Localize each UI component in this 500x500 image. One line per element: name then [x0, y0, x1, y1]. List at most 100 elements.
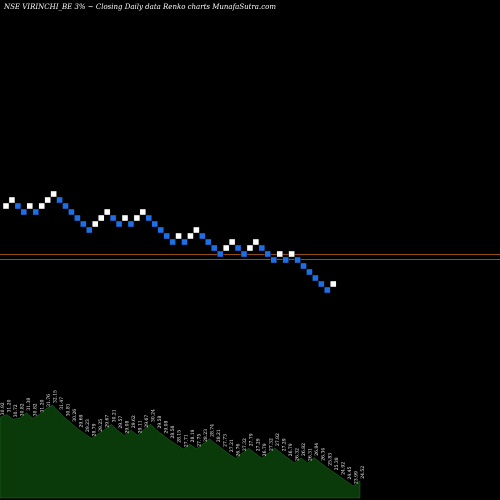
volume-label: 30.72 — [13, 404, 19, 417]
renko-brick-up — [38, 202, 45, 210]
renko-brick-down — [312, 274, 319, 282]
renko-brick-down — [264, 250, 271, 258]
renko-brick-up — [26, 202, 33, 210]
renko-brick-up — [187, 232, 194, 240]
volume-label: 29.58 — [157, 416, 163, 429]
volume-area-fill — [0, 404, 361, 499]
renko-brick-up — [121, 214, 129, 222]
renko-brick-down — [56, 196, 63, 204]
volume-label: 29.23 — [85, 419, 91, 432]
renko-brick-up — [8, 196, 16, 204]
volume-label: 30.26 — [72, 409, 78, 422]
renko-brick-down — [74, 214, 81, 222]
volume-label: 29.67 — [105, 415, 111, 428]
volume-label: 29.57 — [118, 416, 124, 429]
volume-label: 28.74 — [209, 424, 215, 437]
volume-label: 28.23 — [203, 429, 209, 442]
renko-brick-up — [193, 226, 200, 234]
renko-brick-down — [20, 208, 28, 216]
volume-label: 26.82 — [301, 443, 307, 456]
renko-brick-down — [80, 220, 87, 228]
renko-brick-down — [199, 232, 206, 240]
volume-label: 24.92 — [340, 462, 346, 475]
reference-lines — [0, 254, 500, 260]
renko-brick-down — [318, 280, 325, 288]
renko-brick-up — [276, 250, 283, 258]
volume-label: 26.79 — [262, 443, 268, 456]
volume-label: 31.38 — [26, 398, 32, 411]
volume-label: 28.79 — [92, 423, 98, 436]
renko-brick-down — [240, 250, 248, 258]
volume-label: 31.76 — [46, 394, 52, 407]
renko-brick-down — [145, 214, 153, 222]
volume-label: 30.82 — [33, 403, 39, 416]
renko-brick-down — [86, 226, 93, 234]
renko-brick-down — [127, 220, 135, 228]
volume-label: 29.11 — [137, 420, 143, 433]
volume-label: 26.84 — [314, 443, 320, 456]
volume-label: 23.99 — [353, 471, 359, 484]
volume-area: 30.92 31.20 30.72 30.82 31.38 30.82 31.20 31.76… — [0, 390, 366, 499]
renko-brick-down — [157, 226, 164, 234]
volume-label: 28.58 — [170, 425, 176, 438]
volume-label: 26.76 — [236, 444, 242, 457]
volume-label: 31.20 — [7, 399, 13, 412]
renko-brick-up — [246, 244, 254, 252]
volume-label: 29.25 — [98, 419, 104, 432]
volume-label: 30.21 — [111, 409, 117, 422]
volume-label: 29.69 — [79, 414, 85, 427]
volume-label: 27.21 — [229, 439, 235, 452]
renko-brick-down — [169, 238, 176, 246]
volume-label: 27.75 — [196, 434, 202, 447]
volume-label: 30.81 — [65, 403, 71, 416]
renko-brick-up — [228, 238, 236, 246]
renko-brick-up — [97, 214, 105, 222]
renko-brick-down — [324, 286, 331, 294]
volume-label: 29.08 — [164, 420, 170, 433]
renko-brick-up — [50, 190, 57, 198]
volume-label: 29.67 — [144, 415, 150, 428]
volume-label: 27.29 — [281, 438, 287, 451]
volume-label: 27.29 — [255, 438, 261, 451]
volume-label: 25.38 — [334, 457, 340, 470]
renko-brick-down — [282, 256, 289, 264]
volume-label: 30.82 — [20, 403, 26, 416]
volume-label: 27.32 — [242, 438, 248, 451]
renko-brick-up — [222, 244, 230, 252]
volume-label: 26.32 — [295, 448, 301, 461]
renko-brick-down — [258, 244, 266, 252]
volume-label: 27.71 — [183, 434, 189, 447]
renko-brick-down — [14, 202, 22, 210]
volume-label: 26.34 — [321, 448, 327, 461]
volume-label: 29.62 — [131, 415, 137, 428]
renko-brick-up — [330, 280, 337, 288]
renko-brick-down — [32, 208, 39, 216]
renko-brick-down — [294, 256, 301, 264]
renko-brick-up — [2, 202, 10, 210]
volume-label: 24.45 — [347, 466, 353, 479]
chart-title: NSE VIRINCHI_BE 3% ~ Closing Daily data … — [3, 3, 276, 11]
renko-brick-down — [234, 244, 242, 252]
volume-label: 26.31 — [308, 448, 314, 461]
renko-brick-up — [288, 250, 295, 258]
renko-brick-down — [270, 256, 277, 264]
volume-label: 27.82 — [275, 433, 281, 446]
volume-label: 27.32 — [268, 438, 274, 451]
renko-brick-down — [163, 232, 170, 240]
volume-label: 27.79 — [249, 433, 255, 446]
renko-brick-up — [103, 208, 111, 216]
volume-label: 32.15 — [52, 390, 58, 403]
renko-bricks — [2, 190, 337, 294]
volume-label: 28.19 — [190, 429, 196, 442]
volume-label: 30.92 — [0, 402, 6, 415]
volume-label: 31.47 — [59, 397, 65, 410]
renko-brick-down — [115, 220, 123, 228]
renko-brick-up — [44, 196, 51, 204]
renko-brick-down — [109, 214, 117, 222]
volume-label: 30.24 — [151, 409, 157, 422]
volume-label: 29.08 — [124, 420, 130, 433]
renko-brick-down — [151, 220, 158, 228]
renko-brick-up — [139, 208, 147, 216]
renko-brick-down — [205, 238, 212, 246]
